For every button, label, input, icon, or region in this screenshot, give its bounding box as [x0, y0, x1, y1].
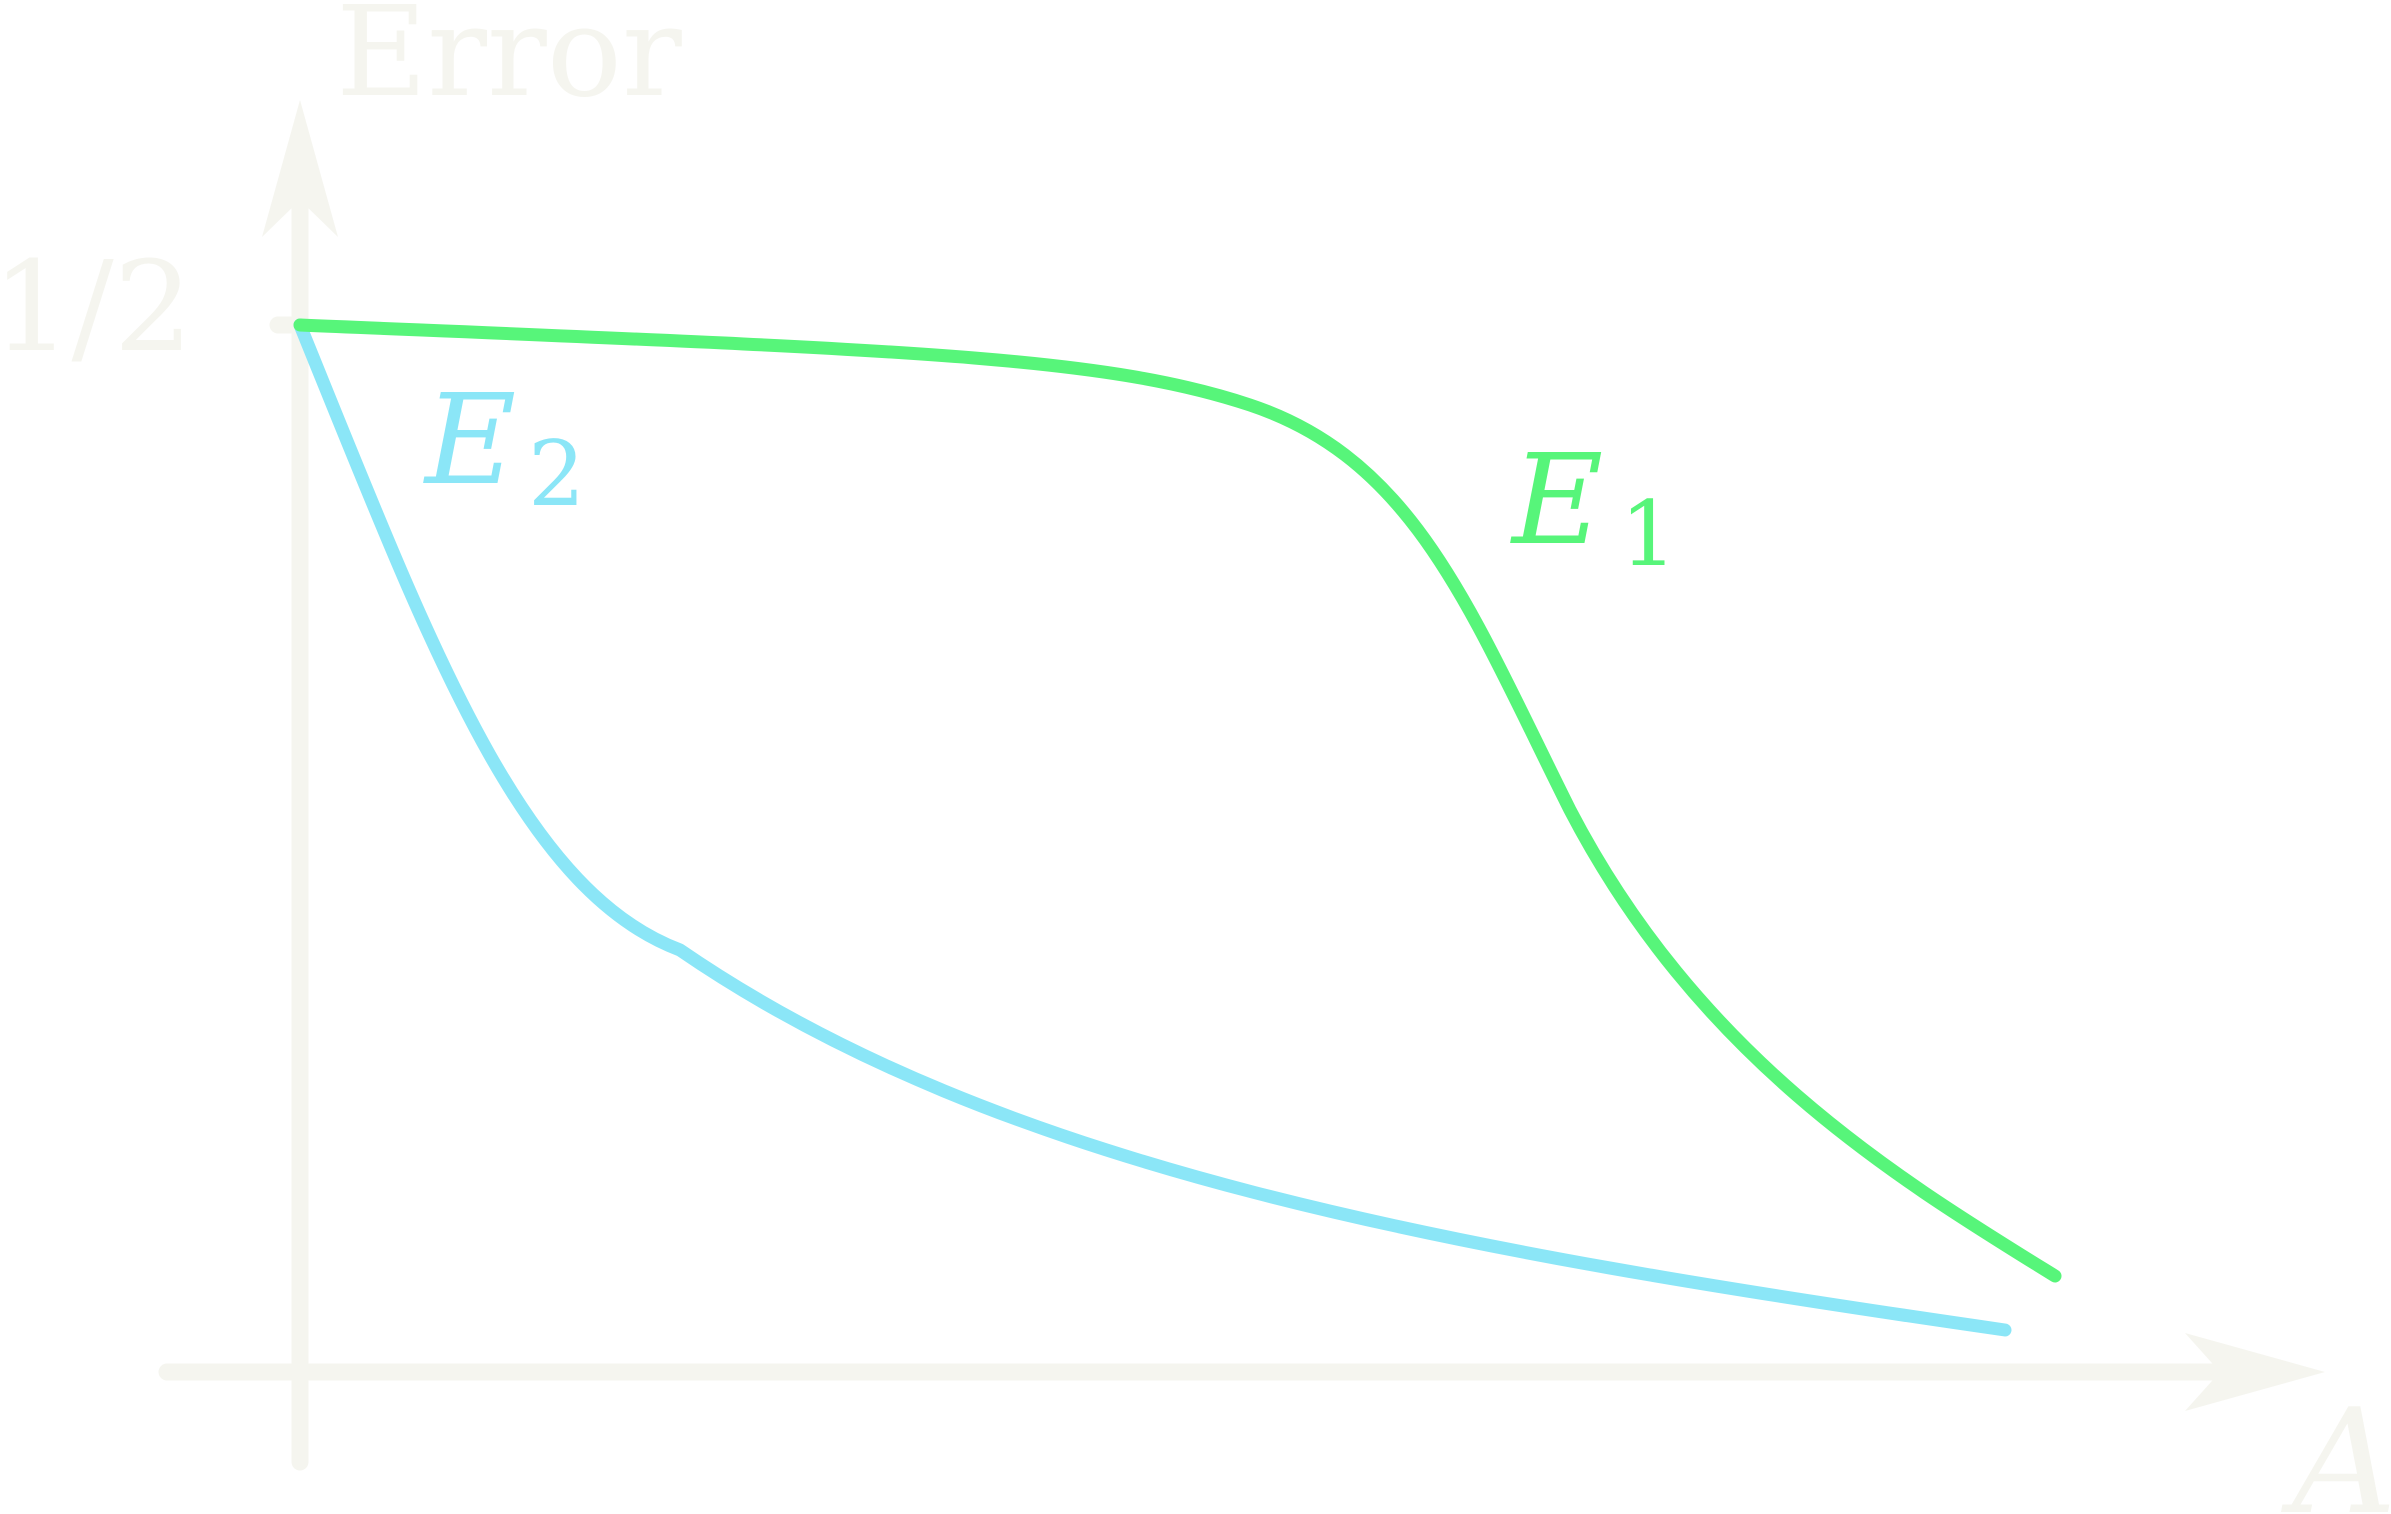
e2-label-letter: E — [423, 368, 516, 513]
e1-label: E 1 — [1510, 428, 1677, 587]
e1-label-letter: E — [1510, 428, 1603, 573]
curve-e1 — [293, 318, 2062, 1283]
y-tick-label: 1/2 — [0, 235, 193, 380]
e1-label-subscript: 1 — [1620, 482, 1677, 587]
y-axis — [262, 100, 338, 1471]
y-axis-label: Error — [336, 0, 682, 125]
y-axis-arrowhead — [262, 100, 338, 237]
e2-label: E 2 — [423, 368, 585, 527]
curve-e2 — [293, 318, 2012, 1337]
x-axis-arrowhead — [2185, 1333, 2325, 1411]
e2-label-subscript: 2 — [528, 422, 585, 527]
x-axis — [158, 1333, 2325, 1411]
x-axis-label: A — [2280, 1378, 2391, 1514]
